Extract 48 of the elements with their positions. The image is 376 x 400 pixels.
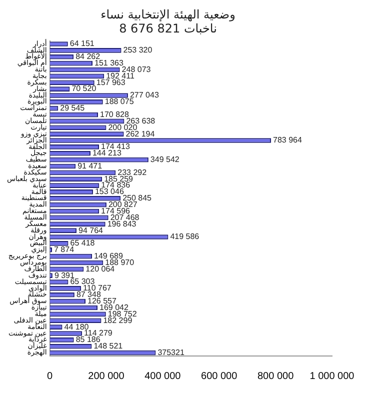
data-label: 91 471: [78, 161, 103, 170]
data-label: 170 828: [100, 110, 130, 119]
data-label: 196 843: [107, 219, 137, 228]
data-label: 349 542: [150, 155, 180, 164]
x-tick-label: 1 000 000: [310, 370, 355, 382]
data-label: 120 064: [86, 264, 116, 274]
data-label: 9 391: [54, 270, 76, 280]
data-label: 192 411: [106, 71, 135, 80]
data-label: 84 262: [76, 52, 101, 62]
data-label: 207 468: [110, 212, 140, 222]
data-label: 248 073: [122, 64, 152, 74]
data-label: 375321: [158, 348, 185, 357]
chart-title: وضعية الهيئة الإنتخابية نساء: [100, 7, 236, 22]
data-label: 198 752: [108, 309, 138, 318]
data-label: 783 964: [273, 136, 302, 145]
x-tick-label: 400 000: [144, 370, 182, 382]
data-label: 65 303: [70, 277, 96, 286]
x-tick-label: 800 000: [257, 370, 294, 382]
data-label: 262 194: [126, 129, 156, 138]
data-label: 419 586: [170, 232, 200, 242]
x-tick-label: 200 000: [88, 370, 125, 382]
data-label: 64 151: [70, 39, 95, 48]
data-label: 114 279: [84, 328, 113, 338]
data-label: 151 363: [94, 58, 124, 68]
data-label: 200 020: [108, 122, 138, 132]
data-label: 263 638: [126, 116, 156, 126]
data-label: 149 689: [94, 251, 124, 260]
data-label: 148 521: [94, 342, 124, 351]
data-label: 253 320: [123, 46, 153, 55]
data-label: 182 299: [103, 316, 133, 325]
data-label: 233 292: [118, 168, 148, 177]
data-label: 94 764: [78, 226, 104, 235]
data-label: 277 043: [130, 90, 160, 100]
data-label: 44 180: [64, 322, 90, 332]
chart-subtitle: 8 676 821 ناخبات: [119, 22, 217, 36]
x-tick-label: 600 000: [201, 370, 238, 382]
data-label: 70 520: [72, 84, 97, 94]
data-label: 153 046: [94, 187, 124, 196]
data-label: 65 418: [70, 238, 96, 248]
data-label: 185 259: [104, 174, 134, 184]
data-label: 157 963: [96, 78, 126, 87]
x-tick-label: 0: [47, 370, 54, 382]
data-label: 188 970: [105, 258, 135, 267]
data-label: 144 213: [92, 148, 122, 158]
data-label: 85 186: [76, 335, 101, 344]
data-label: 7 874: [54, 245, 75, 254]
data-label: 29 545: [60, 104, 86, 113]
data-label: 188 075: [104, 97, 134, 106]
